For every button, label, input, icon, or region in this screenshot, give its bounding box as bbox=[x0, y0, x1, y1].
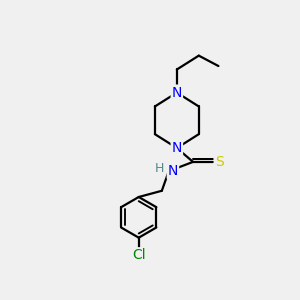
Text: N: N bbox=[168, 164, 178, 178]
Text: N: N bbox=[172, 141, 182, 155]
Text: Cl: Cl bbox=[132, 248, 146, 262]
Text: N: N bbox=[172, 85, 182, 100]
Text: H: H bbox=[155, 162, 164, 175]
Text: S: S bbox=[215, 155, 224, 169]
